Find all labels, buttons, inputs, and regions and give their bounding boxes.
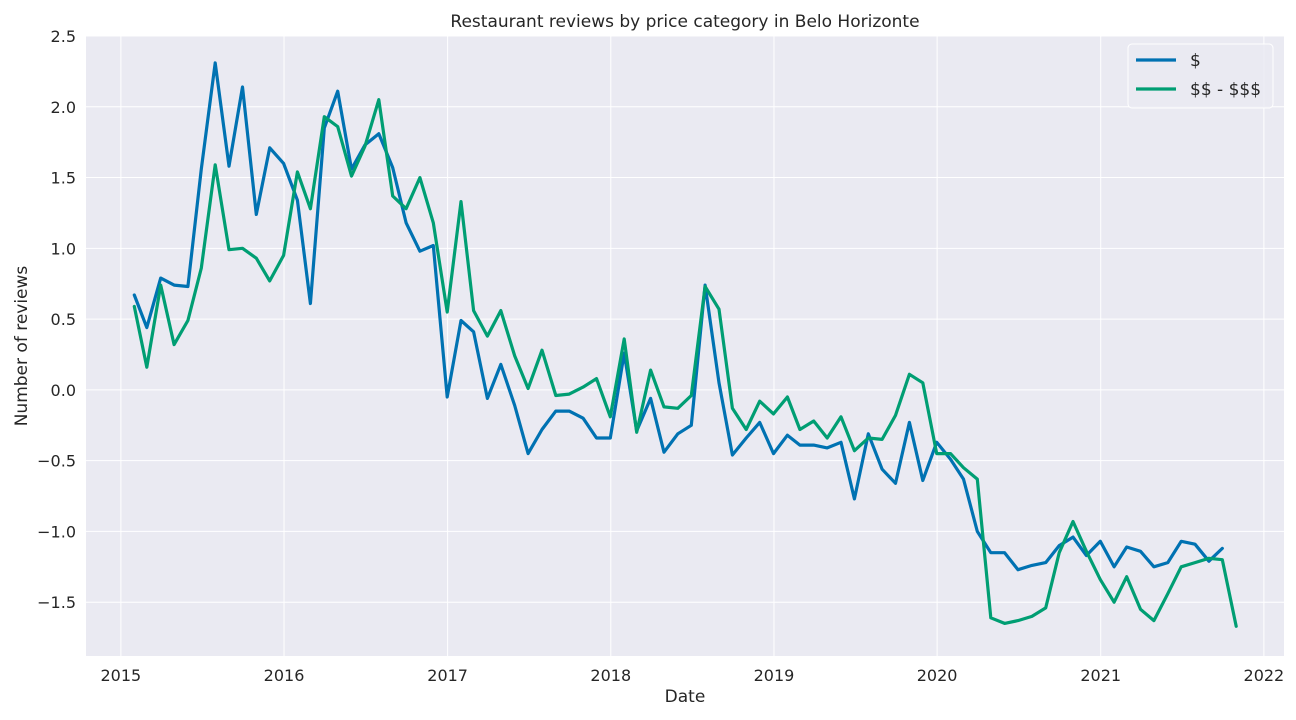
x-tick-label: 2020 bbox=[917, 666, 958, 685]
y-axis-label: Number of reviews bbox=[12, 266, 32, 427]
x-tick-label: 2016 bbox=[264, 666, 305, 685]
x-tick-label: 2018 bbox=[590, 666, 631, 685]
legend: $ $$ - $$$ bbox=[1127, 43, 1274, 109]
series-line-1 bbox=[132, 98, 1238, 628]
x-tick-label: 2021 bbox=[1080, 666, 1121, 685]
y-tick-label: 0.0 bbox=[51, 381, 76, 400]
legend-label: $$ - $$$ bbox=[1190, 80, 1261, 100]
y-tick-label: 1.5 bbox=[51, 169, 76, 188]
legend-label: $ bbox=[1190, 51, 1201, 71]
y-tick-label: 2.5 bbox=[51, 27, 76, 46]
chart-title: Restaurant reviews by price category in … bbox=[450, 12, 919, 32]
x-tick-label: 2015 bbox=[101, 666, 142, 685]
series-line-0 bbox=[132, 61, 1224, 572]
grid-lines bbox=[86, 35, 1284, 656]
plot-area bbox=[86, 36, 1284, 656]
y-tick-labels: −1.5 −1.0 −0.5 0.0 0.5 1.0 1.5 2.0 2.5 bbox=[37, 27, 76, 612]
y-tick-label: 2.0 bbox=[51, 98, 76, 117]
y-tick-label: −0.5 bbox=[37, 452, 76, 471]
x-tick-label: 2019 bbox=[754, 666, 795, 685]
x-tick-labels: 2015 2016 2017 2018 2019 2020 2021 2022 bbox=[101, 666, 1285, 685]
y-tick-label: −1.0 bbox=[37, 522, 76, 541]
y-tick-label: 1.0 bbox=[51, 239, 76, 258]
x-axis-label: Date bbox=[665, 687, 706, 707]
x-tick-label: 2017 bbox=[427, 666, 468, 685]
x-tick-label: 2022 bbox=[1244, 666, 1285, 685]
series-lines bbox=[132, 61, 1238, 628]
y-tick-label: 0.5 bbox=[51, 310, 76, 329]
y-tick-label: −1.5 bbox=[37, 593, 76, 612]
